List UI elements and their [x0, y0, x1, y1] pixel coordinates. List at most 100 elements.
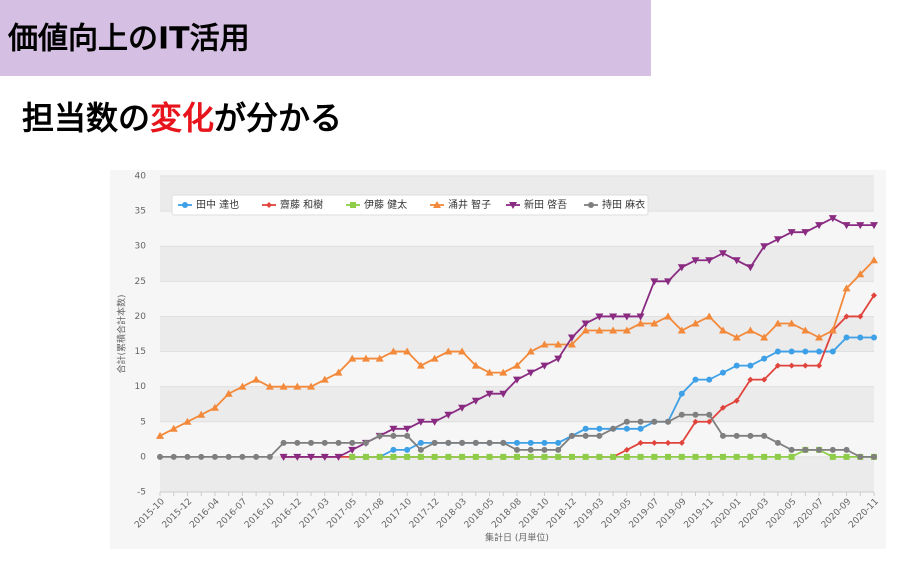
data-point: [486, 439, 493, 446]
data-point: [870, 256, 878, 264]
data-point: [746, 264, 755, 272]
data-point: [527, 453, 534, 460]
y-tick-label: 5: [140, 417, 146, 427]
data-point: [774, 453, 781, 460]
data-point: [761, 376, 768, 383]
data-point: [650, 319, 659, 327]
data-point: [637, 453, 644, 460]
data-point: [156, 431, 164, 439]
data-point: [321, 439, 328, 446]
data-point: [857, 334, 864, 341]
data-point: [375, 354, 384, 362]
data-point: [349, 453, 356, 460]
data-point: [211, 453, 218, 460]
data-point: [774, 348, 781, 355]
data-point: [527, 446, 534, 453]
data-point: [610, 453, 617, 460]
data-point: [622, 326, 631, 334]
data-point: [706, 453, 713, 460]
data-point: [623, 453, 630, 460]
y-tick-label: 25: [135, 277, 146, 287]
data-point: [527, 439, 534, 446]
data-point: [472, 453, 479, 460]
data-point: [431, 439, 438, 446]
data-point: [348, 354, 357, 362]
series: [156, 256, 878, 439]
data-point: [444, 347, 453, 355]
data-point: [294, 439, 301, 446]
data-point: [843, 453, 850, 460]
data-point: [787, 229, 796, 237]
data-point: [416, 418, 425, 426]
data-point: [843, 334, 850, 341]
data-point: [266, 453, 273, 460]
data-point: [170, 453, 177, 460]
data-point: [815, 222, 824, 230]
legend-marker: [433, 201, 441, 208]
data-point: [404, 453, 411, 460]
data-point: [500, 439, 507, 446]
data-point: [691, 319, 700, 327]
data-point: [526, 347, 535, 355]
subtitle-highlight: 変化: [150, 99, 214, 137]
data-point: [390, 453, 397, 460]
data-point: [253, 453, 260, 460]
data-point: [335, 439, 342, 446]
data-point: [691, 257, 700, 265]
data-point: [320, 375, 329, 383]
title-band: [0, 0, 651, 76]
data-point: [567, 340, 576, 348]
data-point: [581, 320, 590, 328]
data-point: [665, 453, 672, 460]
y-tick-label: 15: [135, 347, 146, 357]
data-point: [417, 446, 424, 453]
data-point: [279, 453, 288, 461]
data-point: [513, 361, 521, 369]
data-point: [416, 361, 425, 369]
data-point: [362, 439, 369, 446]
legend-marker: [588, 202, 594, 208]
data-point: [677, 264, 686, 272]
data-point: [636, 319, 645, 327]
data-point: [500, 453, 507, 460]
legend-label: 伊藤 健太: [364, 198, 407, 211]
data-point: [568, 432, 575, 439]
data-point: [431, 453, 438, 460]
data-point: [761, 355, 768, 362]
y-axis-label: 合計(累積合計本数): [116, 294, 128, 373]
data-point: [334, 368, 343, 376]
data-point: [856, 270, 865, 278]
data-point: [705, 312, 714, 320]
data-point: [788, 446, 795, 453]
slide-title: 価値向上のIT活用: [7, 22, 250, 57]
data-point: [651, 418, 658, 425]
data-point: [842, 284, 851, 292]
data-point: [637, 439, 644, 446]
data-point: [609, 313, 618, 321]
data-point: [665, 439, 672, 446]
data-point: [692, 376, 699, 383]
y-tick-label: 30: [135, 242, 147, 252]
data-point: [595, 326, 604, 334]
data-point: [183, 417, 192, 425]
data-point: [761, 432, 768, 439]
data-point: [157, 453, 163, 460]
data-point: [760, 333, 769, 341]
data-point: [486, 453, 493, 460]
series: [157, 411, 877, 460]
data-point: [376, 432, 383, 439]
data-point: [871, 334, 877, 341]
data-point: [843, 313, 850, 320]
data-point: [279, 382, 288, 390]
subtitle-part: 担当数の: [22, 99, 150, 137]
data-point: [541, 446, 548, 453]
data-point: [403, 425, 412, 433]
data-point: [390, 432, 397, 439]
legend-label: 涌井 智子: [448, 198, 491, 211]
data-point: [595, 313, 604, 321]
data-point: [459, 439, 466, 446]
data-point: [816, 446, 823, 453]
x-axis-label: 集計日 (月単位): [485, 532, 549, 544]
data-point: [568, 453, 575, 460]
